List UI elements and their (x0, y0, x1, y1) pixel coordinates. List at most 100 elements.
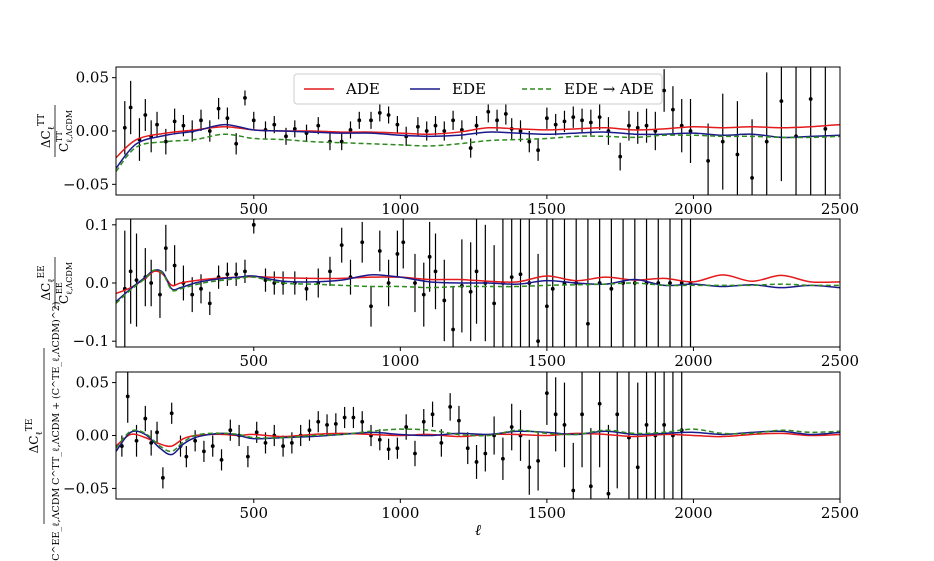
data-point-tt (234, 141, 239, 146)
data-point-te (155, 430, 159, 435)
data-point-ee (386, 281, 391, 285)
data-point-te (325, 423, 329, 427)
y-tick-label-ee: 0.1 (85, 216, 109, 234)
data-point-te (134, 438, 139, 443)
data-point-ee (401, 240, 406, 245)
data-point-ee (251, 222, 256, 227)
data-point-ee (172, 263, 177, 268)
data-point-te (184, 454, 189, 459)
data-point-ee (134, 278, 139, 282)
ylabel-ee-den-sup: EE (55, 282, 64, 294)
data-point-tt (644, 123, 649, 128)
data-point-te (571, 488, 576, 493)
x-tick-label-tt: 1000 (381, 200, 419, 218)
y-tick-label-te: −0.05 (63, 479, 109, 497)
data-point-tt (503, 112, 508, 116)
data-point-te (501, 456, 505, 461)
data-point-ee (234, 272, 239, 277)
plot-area-te (116, 372, 840, 499)
x-tick-label-te: 2000 (674, 504, 712, 522)
data-point-ee (163, 246, 168, 250)
data-point-ee (328, 269, 332, 274)
data-point-te (386, 447, 391, 452)
data-point-tt (207, 129, 212, 133)
data-point-tt (369, 118, 373, 123)
data-point-te (439, 441, 444, 445)
series-line-ee-ede-to-ade (116, 269, 840, 304)
data-point-ee (474, 269, 479, 274)
data-point-tt (181, 123, 186, 128)
data-point-ee (304, 286, 309, 291)
x-tick-label-ee: 2000 (674, 352, 712, 370)
data-point-te (413, 451, 417, 456)
data-point-te (316, 419, 321, 424)
data-point-ee (149, 281, 154, 285)
data-point-tt (377, 110, 382, 115)
x-tick-label-te: 500 (239, 504, 268, 522)
data-point-te (169, 411, 174, 416)
data-point-te (149, 441, 154, 445)
y-tick-label-tt: 0.05 (76, 69, 109, 87)
data-point-ee (492, 301, 497, 306)
data-point-tt (706, 158, 710, 163)
data-point-tt (386, 113, 391, 117)
data-point-tt (580, 118, 584, 123)
svg-text:ΔCℓTT: ΔCℓTT (37, 114, 57, 148)
data-point-tt (688, 129, 693, 133)
data-point-ee (427, 254, 432, 259)
legend-label-ade: ADE (345, 80, 380, 98)
data-point-te (377, 437, 382, 442)
data-point-ee (544, 304, 549, 309)
svg-text:Cℓ,ΛCDMTT: Cℓ,ΛCDMTT (55, 110, 74, 152)
data-point-tt (627, 123, 631, 128)
data-point-tt (155, 122, 159, 127)
data-point-te (342, 415, 347, 420)
data-point-tt (536, 148, 540, 153)
data-point-ee (263, 278, 268, 282)
data-point-tt (544, 116, 549, 121)
data-point-ee (199, 286, 203, 291)
data-point-tt (474, 123, 479, 128)
data-point-tt (562, 119, 567, 124)
ylabel-tt: ΔCℓTT Cℓ,ΛCDMTT (37, 105, 74, 157)
data-point-ee (586, 321, 590, 326)
data-point-ee (433, 269, 438, 274)
data-point-te (360, 419, 365, 424)
data-point-te (143, 416, 148, 421)
data-point-ee (421, 292, 426, 297)
series-line-te-ede-to-ade (116, 428, 840, 453)
data-point-ee (395, 252, 400, 256)
x-tick-label-te: 1500 (528, 504, 566, 522)
data-point-ee (509, 275, 514, 280)
data-point-te (588, 484, 593, 489)
ylabel-tt-den: C (57, 143, 71, 152)
data-point-tt (163, 139, 168, 144)
data-point-te (246, 454, 250, 459)
data-point-ee (413, 281, 417, 285)
series-line-te-ede (116, 430, 840, 456)
data-point-te (553, 412, 558, 417)
ylabel-tt-num-sub: ℓ (47, 126, 57, 130)
data-point-tt (571, 115, 576, 120)
data-point-ee (339, 243, 344, 248)
data-point-tt (671, 107, 675, 112)
data-point-tt (486, 109, 491, 114)
x-tick-label-tt: 1500 (528, 200, 566, 218)
x-tick-label-ee: 1000 (381, 352, 419, 370)
data-point-ee (158, 292, 162, 297)
data-point-tt (750, 176, 754, 180)
data-point-tt (451, 118, 455, 123)
ylabel-te-num: ΔC (27, 436, 41, 454)
data-point-ee (536, 339, 540, 344)
data-point-te (351, 415, 356, 420)
data-point-te (597, 401, 602, 406)
data-point-te (281, 444, 285, 448)
data-point-te (210, 444, 215, 448)
ylabel-te: ΔCℓTE √(C^EE_ℓ,ΛCDM C^TT_ℓ,ΛCDM + (C^TE_… (25, 302, 62, 561)
data-point-ee (668, 281, 672, 285)
data-point-tt (243, 96, 247, 100)
x-tick-label-te: 1000 (381, 504, 419, 522)
data-point-te (474, 460, 479, 464)
data-point-tt (764, 139, 769, 144)
data-point-tt (518, 129, 523, 133)
